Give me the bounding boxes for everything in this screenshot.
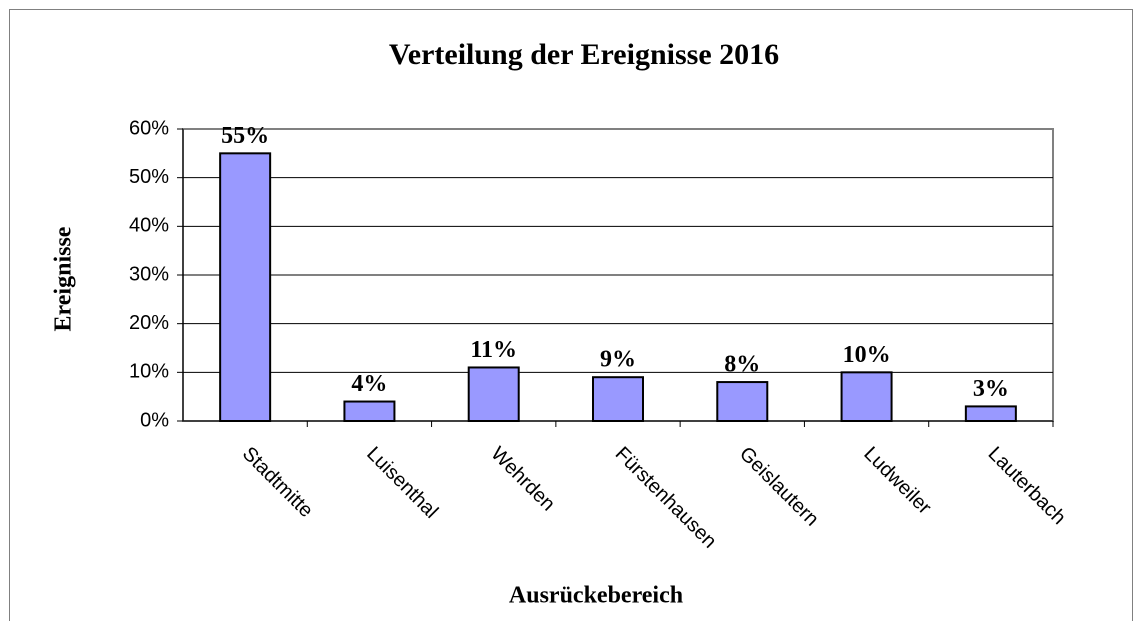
y-tick-label: 10%: [129, 361, 169, 383]
x-tick-label: Ludweiler: [859, 443, 935, 519]
bar: [964, 405, 1017, 422]
data-label: 8%: [724, 352, 760, 378]
bar: [716, 381, 769, 423]
y-tick-label: 20%: [129, 312, 169, 334]
data-label: 55%: [221, 123, 269, 149]
y-axis-label: Ereignisse: [51, 226, 77, 331]
y-tick-label: 50%: [129, 166, 169, 188]
chart-title: Verteilung der Ereignisse 2016: [389, 38, 779, 71]
x-tick-label: Fürstenhausen: [611, 443, 721, 553]
y-tick-label: 30%: [129, 263, 169, 285]
bar: [219, 152, 272, 422]
data-label: 10%: [843, 342, 891, 368]
bar: [592, 376, 644, 423]
x-tick-label: Geislautern: [735, 443, 823, 531]
chart-border: [9, 9, 1133, 621]
data-label: 3%: [973, 376, 1009, 402]
x-tick-label: Lauterbach: [984, 443, 1070, 529]
y-tick-label: 0%: [140, 409, 169, 431]
data-label: 9%: [600, 347, 636, 373]
bar: [467, 366, 520, 423]
x-axis-label: Ausrückebereich: [509, 583, 683, 609]
y-tick-label: 40%: [129, 215, 169, 237]
bar: [343, 400, 396, 422]
bar: [840, 371, 893, 423]
x-tick-label: Wehrden: [486, 443, 559, 516]
data-label: 4%: [351, 371, 387, 397]
y-tick-label: 60%: [129, 117, 169, 139]
x-tick-label: Luisenthal: [362, 443, 442, 523]
x-tick-label: Stadtmitte: [238, 443, 317, 522]
data-label: 11%: [470, 337, 517, 363]
